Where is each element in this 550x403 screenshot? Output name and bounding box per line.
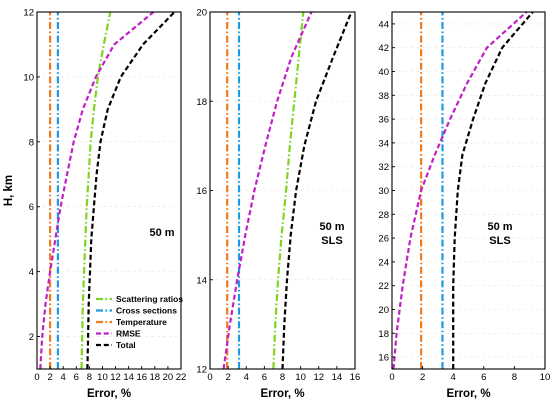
y-tick-label: 44: [378, 19, 389, 30]
plot-frame: [391, 11, 546, 370]
y-tick-label: 22: [378, 281, 389, 292]
x-tick-label: 18: [150, 372, 161, 383]
y-tick-label: 16: [378, 353, 389, 364]
x-tick-label: 4: [451, 372, 456, 383]
panel-annotation: SLS: [321, 235, 342, 247]
x-tick-label: 6: [262, 372, 267, 383]
y-tick-label: 34: [378, 138, 389, 149]
x-axis-title: Error, %: [446, 388, 490, 400]
x-tick-label: 12: [110, 372, 121, 383]
legend-label: Scattering ratios: [116, 294, 183, 304]
series-line-rmse: [39, 11, 155, 370]
x-tick-label: 6: [481, 372, 486, 383]
x-tick-label: 12: [313, 372, 324, 383]
y-tick-label: 12: [23, 8, 34, 19]
y-tick-label: 16: [196, 186, 207, 197]
series-line-scattering-ratios: [272, 11, 305, 370]
x-tick-label: 14: [123, 372, 134, 383]
y-tick-label: 42: [378, 43, 389, 54]
y-tick-label: 18: [196, 97, 207, 108]
y-tick-label: 8: [29, 137, 34, 148]
series-line-total: [452, 11, 534, 369]
y-tick-label: 26: [378, 234, 389, 245]
x-tick-label: 14: [332, 372, 343, 383]
x-tick-label: 20: [163, 372, 174, 383]
y-tick-label: 18: [378, 329, 389, 340]
x-tick-label: 2: [225, 372, 230, 383]
x-tick-label: 0: [389, 372, 394, 383]
x-tick-label: 8: [280, 372, 285, 383]
panel-annotation: 50 m: [487, 221, 512, 233]
x-tick-label: 0: [207, 372, 212, 383]
y-tick-label: 14: [196, 275, 207, 286]
series-line-rmse: [222, 11, 313, 370]
y-tick-label: 6: [29, 202, 34, 213]
x-tick-label: 0: [34, 372, 39, 383]
x-tick-label: 16: [136, 372, 147, 383]
plot-frame: [36, 11, 182, 370]
y-tick-label: 28: [378, 210, 389, 221]
y-tick-label: 40: [378, 67, 389, 78]
y-tick-label: 2: [29, 332, 34, 343]
chart-panel: 0 2 4 6 8 10 12 14 16 12 14 16 18 20 50 m SLS: [196, 8, 360, 384]
panel-annotation: 50 m: [319, 221, 344, 233]
y-tick-label: 12: [196, 365, 207, 376]
y-tick-label: 32: [378, 162, 389, 173]
y-tick-label: 38: [378, 91, 389, 102]
series-line-total: [86, 11, 176, 370]
x-axis-title: Error, %: [260, 388, 304, 400]
legend-label: Temperature: [116, 317, 167, 327]
y-tick-label: 20: [378, 305, 389, 316]
legend-label: RMSE: [116, 329, 141, 339]
x-tick-label: 10: [540, 372, 550, 383]
y-tick-label: 10: [23, 72, 34, 83]
x-axis-title: Error, %: [87, 388, 131, 400]
x-tick-label: 8: [512, 372, 517, 383]
y-axis-title: H, km: [3, 175, 15, 206]
panel-annotation: SLS: [489, 235, 510, 247]
x-tick-label: 4: [61, 372, 66, 383]
y-tick-label: 36: [378, 115, 389, 126]
y-tick-label: 20: [196, 8, 207, 19]
x-tick-label: 22: [176, 372, 187, 383]
y-tick-label: 24: [378, 257, 389, 268]
x-tick-label: 4: [244, 372, 249, 383]
y-tick-label: 4: [29, 267, 34, 278]
chart-panel: 0 2 4 6 8 1016182022242628303234363840424450 …: [378, 11, 550, 383]
series-line-scattering-ratios: [80, 11, 112, 370]
y-tick-label: 30: [378, 186, 389, 197]
x-tick-label: 10: [295, 372, 306, 383]
x-tick-label: 8: [87, 372, 92, 383]
x-tick-label: 6: [74, 372, 79, 383]
legend-label: Total: [116, 340, 136, 350]
series-line-total: [281, 11, 353, 370]
x-tick-label: 2: [420, 372, 425, 383]
legend-label: Cross sections: [116, 306, 177, 316]
x-tick-label: 2: [47, 372, 52, 383]
legend: Scattering ratios Cross sectionsTemperatu…: [96, 294, 183, 350]
panel-annotation: 50 m: [149, 227, 174, 239]
series-line-rmse: [392, 11, 528, 370]
x-tick-label: 16: [350, 372, 361, 383]
x-tick-label: 10: [97, 372, 108, 383]
